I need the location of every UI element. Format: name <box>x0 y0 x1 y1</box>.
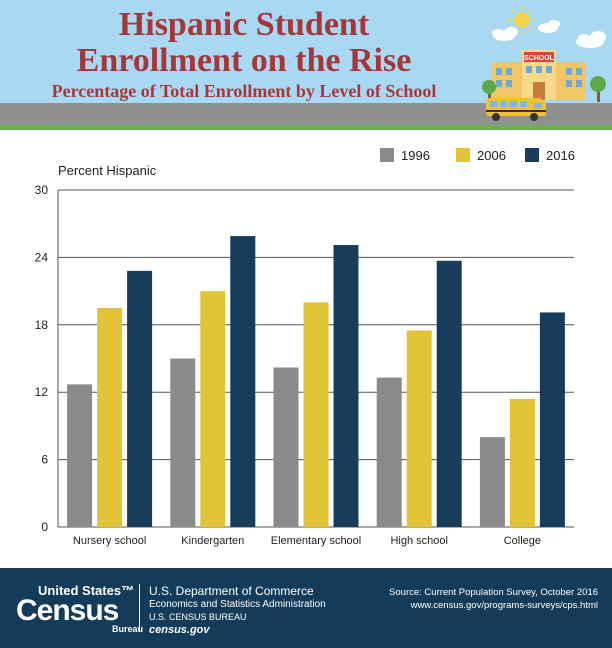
department-block: U.S. Department of Commerce Economics an… <box>149 584 379 637</box>
bar-2006-high-school <box>406 330 432 527</box>
school-sign: SCHOOL <box>524 55 555 62</box>
footer: United States™ Census Bureau U.S. Depart… <box>0 568 612 648</box>
tree-icon <box>482 80 496 102</box>
logo-text-census: Census <box>16 594 119 627</box>
bar-2016-college <box>539 312 565 527</box>
chart-canvas: Percent Hispanic 0 6 12 18 24 30 Nursery schoo… <box>35 148 575 547</box>
x-tick-label: Kindergarten <box>181 535 244 547</box>
tree-icon <box>590 76 606 102</box>
legend-label-1996: 1996 <box>401 148 430 163</box>
administration-name: Economics and Statistics Administration <box>149 599 326 610</box>
road-strip <box>0 103 612 125</box>
school-bus-icon <box>486 98 546 121</box>
logo-text-united-states: United States™ <box>38 583 135 598</box>
y-tick-label: 6 <box>41 453 48 467</box>
legend-label-2006: 2006 <box>477 148 506 163</box>
bar-2006-college <box>509 398 535 527</box>
source-text: Source: Current Population Survey, Octob… <box>389 587 598 598</box>
bar-2016-high-school <box>436 260 462 527</box>
bar-1996-high-school <box>376 377 402 527</box>
bar-2016-kindergarten <box>230 236 256 527</box>
census-website-link[interactable]: census.gov <box>149 624 210 636</box>
legend-swatch-1996 <box>380 148 394 162</box>
x-tick-label: College <box>504 535 541 547</box>
y-tick-label: 12 <box>35 385 49 399</box>
department-name: U.S. Department of Commerce <box>149 584 314 598</box>
bar-1996-nursery-school <box>67 384 93 527</box>
bar-1996-kindergarten <box>170 358 196 527</box>
school-illustration: SCHOOL <box>482 6 606 121</box>
bar-2016-elementary-school <box>333 245 359 527</box>
census-bureau-logo: United States™ Census Bureau <box>16 583 143 635</box>
header-banner: Hispanic Student Enrollment on the Rise … <box>0 0 612 130</box>
x-tick-label: Elementary school <box>271 535 362 547</box>
cloud-icon <box>576 31 606 48</box>
page-title-line-1: Hispanic Student <box>118 6 370 43</box>
y-tick-label: 18 <box>35 318 49 332</box>
x-tick-label: High school <box>390 535 447 547</box>
legend-swatch-2016 <box>525 148 539 162</box>
logo-text-bureau: Bureau <box>112 624 144 634</box>
bar-2006-elementary-school <box>303 302 329 527</box>
bar-chart: Percent Hispanic 0 6 12 18 24 30 Nursery schoo… <box>0 131 612 568</box>
page-title-line-2: Enrollment on the Rise <box>76 42 412 79</box>
footer-divider <box>139 584 140 632</box>
bar-1996-college <box>479 437 505 527</box>
legend-swatch-2006 <box>456 148 470 162</box>
bar-2016-nursery-school <box>127 270 153 527</box>
cloud-icon <box>538 20 560 33</box>
bar-2006-kindergarten <box>200 291 226 527</box>
y-tick-label: 30 <box>35 183 49 197</box>
y-axis-title: Percent Hispanic <box>58 163 157 178</box>
page-subtitle: Percentage of Total Enrollment by Level … <box>51 81 437 101</box>
source-url-link[interactable]: www.census.gov/programs-surveys/cps.html <box>410 600 598 611</box>
y-tick-label: 24 <box>35 250 49 264</box>
school-building-icon: SCHOOL <box>492 50 586 100</box>
source-note: Source: Current Population Survey, Octob… <box>389 586 598 612</box>
bar-2006-nursery-school <box>97 307 123 527</box>
legend-label-2016: 2016 <box>546 148 575 163</box>
grass-strip <box>0 125 612 130</box>
bar-1996-elementary-school <box>273 367 299 527</box>
x-tick-label: Nursery school <box>73 535 146 547</box>
bureau-name: U.S. CENSUS BUREAU <box>149 612 247 622</box>
cloud-icon <box>492 27 518 41</box>
y-tick-label: 0 <box>41 520 48 534</box>
